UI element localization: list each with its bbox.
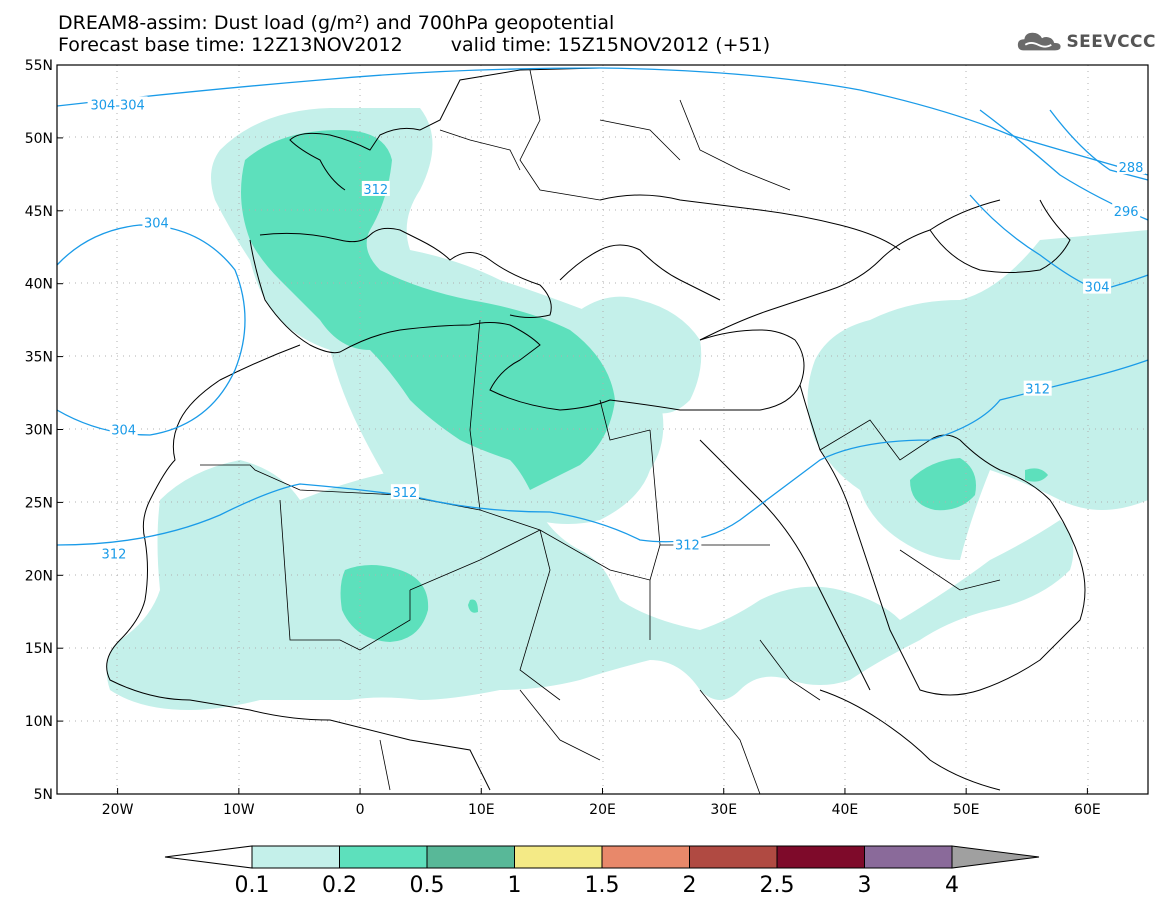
contour-label: 304	[111, 424, 136, 439]
map-title: DREAM8-assim: Dust load (g/m²) and 700hP…	[58, 12, 615, 34]
map-subtitle: Forecast base time: 12Z13NOV2012 valid ti…	[58, 34, 770, 56]
contour-label-bg	[109, 421, 138, 437]
colorbar-segment	[514, 845, 603, 869]
colorbar-min-arrow	[164, 845, 253, 869]
colorbar-label: 2	[683, 873, 697, 898]
contour-label: 304-304	[90, 98, 144, 113]
contour-label-bg	[142, 214, 171, 230]
colorbar-max-arrow	[951, 845, 1040, 869]
lat-tick-label: 5N	[34, 787, 53, 803]
colorbar-label: 4	[945, 873, 959, 898]
logo-text: SEEVCCC	[1066, 32, 1156, 52]
contour-label: 304	[144, 216, 169, 231]
lat-tick-label: 55N	[25, 58, 53, 74]
contour-label-bg	[1112, 202, 1141, 218]
lon-tick-label: 50E	[953, 802, 980, 818]
dust-field-medium	[241, 130, 1048, 642]
contour-label: 312	[1025, 383, 1050, 398]
lat-tick-label: 35N	[25, 350, 53, 366]
colorbar-segment	[776, 845, 865, 869]
contour-label-bg	[1083, 278, 1112, 294]
contour-label: 304	[1085, 281, 1110, 296]
contour-label-bg	[752, 65, 781, 68]
lon-tick-label: 20E	[589, 802, 616, 818]
lat-tick-label: 45N	[25, 204, 53, 220]
contour-label-bg	[1117, 159, 1146, 175]
cloud-icon	[1017, 32, 1061, 51]
base-time-label: Forecast base time: 12Z13NOV2012	[58, 34, 403, 56]
contour-label: 312	[392, 486, 417, 501]
colorbar-segment	[339, 845, 428, 869]
lon-tick-label: 20W	[102, 802, 134, 818]
colorbar-segment	[426, 845, 515, 869]
contour-label-bg	[390, 484, 419, 500]
contour-label: 312	[363, 183, 388, 198]
contour-label: 288	[1119, 161, 1144, 176]
colorbar: 0.1 0.2 0.5 1 1.5 2 2.5 3 4	[164, 845, 1040, 898]
contour-label: 312	[675, 539, 700, 554]
colorbar-label: 0.1	[235, 873, 270, 898]
colorbar-segment	[689, 845, 778, 869]
lat-tick-label: 40N	[25, 277, 53, 293]
lat-tick-label: 30N	[25, 423, 53, 439]
colorbar-label: 3	[858, 873, 872, 898]
colorbar-label: 1.5	[585, 873, 620, 898]
colorbar-segment	[864, 845, 953, 869]
lat-tick-label: 10N	[25, 714, 53, 730]
lon-tick-label: 60E	[1074, 802, 1101, 818]
colorbar-segment	[601, 845, 690, 869]
colorbar-label: 0.5	[410, 873, 445, 898]
lon-tick-label: 10W	[223, 802, 255, 818]
borders	[200, 69, 1001, 794]
colorbar-label: 2.5	[760, 873, 795, 898]
contour-label-bg	[99, 545, 128, 561]
contour-label-bg	[1023, 380, 1052, 396]
contour-label: 296	[1114, 205, 1139, 220]
contour-label-bg	[361, 180, 390, 196]
lat-tick-label: 50N	[25, 131, 53, 147]
lat-axis: 55N 50N 45N 40N 35N 30N 25N 20N 15N 10N 5N	[25, 58, 63, 803]
colorbar-segment	[251, 845, 340, 869]
lon-axis: 20W 10W 0 10E 20E 30E 40E 50E 60E	[102, 788, 1101, 818]
lon-tick-label: 0	[356, 802, 365, 818]
lat-tick-label: 15N	[25, 641, 53, 657]
lat-tick-label: 20N	[25, 568, 53, 584]
contour-label: 312	[102, 547, 127, 562]
colorbar-label: 1	[508, 873, 522, 898]
lat-tick-label: 25N	[25, 495, 53, 511]
seevccc-logo: SEEVCCC	[1016, 27, 1156, 57]
contour-label-bg	[87, 96, 148, 112]
geopotential-contours	[57, 67, 1148, 546]
lon-tick-label: 10E	[468, 802, 495, 818]
contour-label: 296	[754, 55, 779, 70]
colorbar-label: 0.2	[322, 873, 357, 898]
lon-tick-label: 30E	[710, 802, 737, 818]
lon-tick-label: 40E	[832, 802, 859, 818]
valid-time-label: valid time: 15Z15NOV2012 (+51)	[450, 34, 771, 56]
contour-labels: 304-304 296 312 304 304 312 312 312 312 304 288 296	[87, 55, 1146, 562]
contour-label-bg	[673, 536, 702, 552]
